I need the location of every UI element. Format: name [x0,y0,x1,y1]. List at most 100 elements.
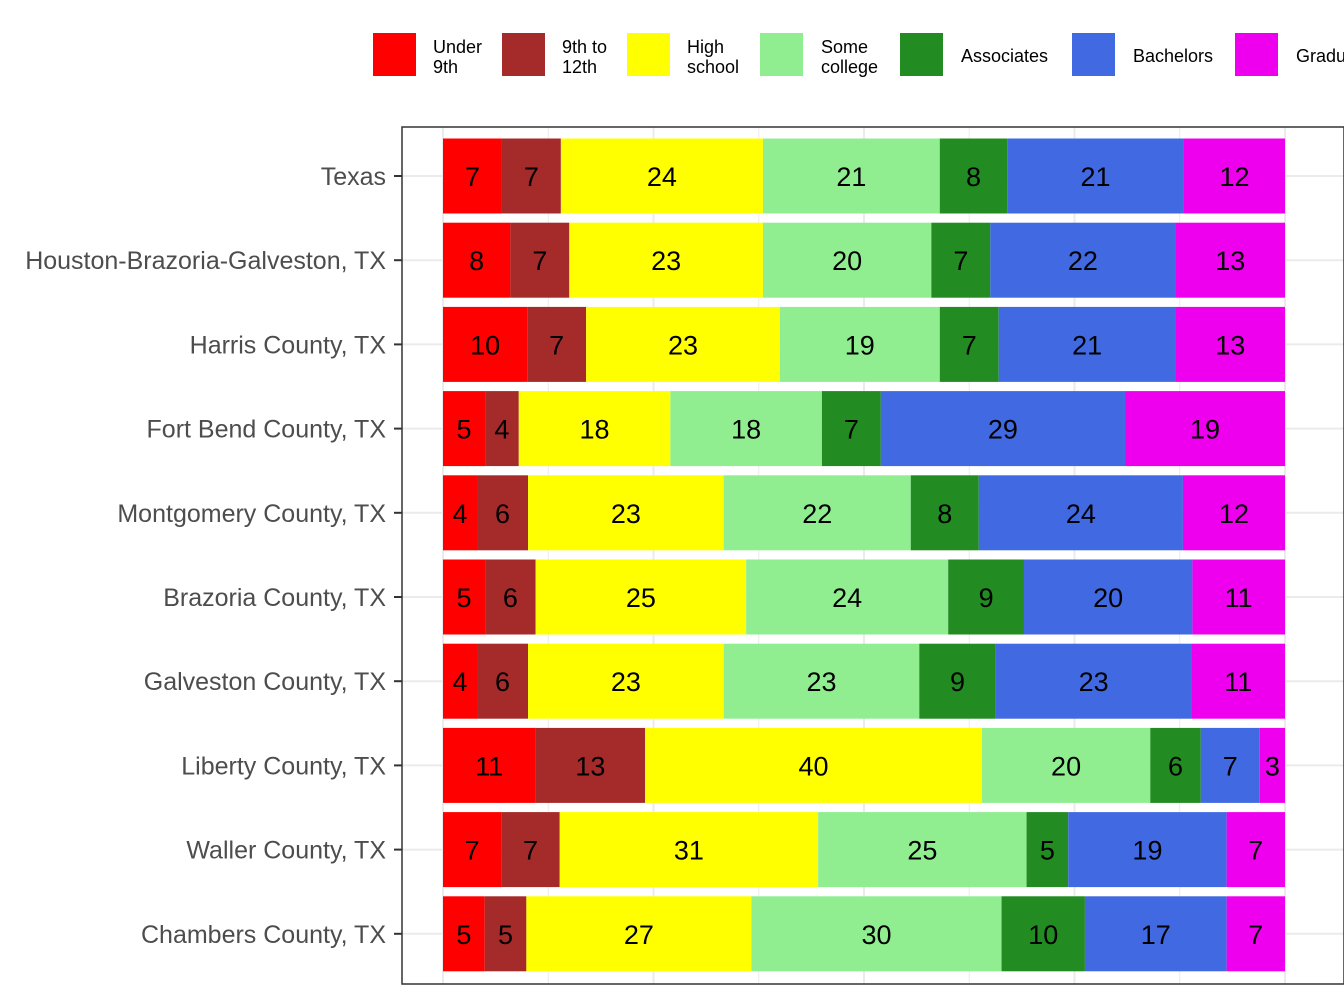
bar-segment [443,896,485,972]
y-tick-label: Texas [321,163,386,191]
bar-segment [1068,812,1227,888]
data-label: 22 [1068,246,1098,276]
bar-segment [762,138,940,214]
bar-segment [443,138,502,214]
data-label: 10 [470,330,500,360]
bar-segment [746,559,949,635]
bar-segment [535,559,747,635]
data-label: 19 [845,330,875,360]
data-label: 5 [1040,836,1055,866]
data-label: 11 [475,751,503,781]
data-label: 6 [1168,751,1183,781]
data-label: 7 [1248,920,1263,950]
bar-segment [1226,896,1285,972]
y-tick-label: Chambers County, TX [141,921,386,949]
plot-panel-border [401,126,1344,985]
bar-segment [1259,727,1285,803]
data-label: 7 [953,246,968,276]
legend-item: Under 9th [373,33,482,77]
data-label: 5 [498,920,513,950]
bar-segment [1192,559,1285,635]
bar-segment [981,727,1151,803]
data-label: 13 [575,751,605,781]
legend-label: Some college [821,37,878,77]
data-label: 7 [1223,751,1238,781]
bar-segment [1084,896,1227,972]
data-label: 21 [1072,330,1102,360]
bar-segment [990,222,1176,298]
data-label: 31 [674,836,704,866]
bar-segment [1007,138,1184,214]
data-label: 23 [806,667,836,697]
bar-segment [526,896,752,972]
data-label: 18 [731,415,761,445]
data-label: 11 [1224,667,1252,697]
y-tick-label: Montgomery County, TX [117,500,386,528]
data-label: 27 [624,920,654,950]
data-label: 19 [1132,836,1162,866]
bar-segment [1191,643,1285,719]
bar-segment [560,138,763,214]
bar-segment [1200,727,1260,803]
data-label: 18 [580,415,610,445]
bar-segment [484,896,527,972]
data-label: 29 [988,415,1018,445]
data-label: 10 [1028,920,1058,950]
bar-segment [751,896,1002,972]
bar-segment [779,306,940,382]
legend-key [1235,33,1278,76]
bar-segment [443,222,511,298]
bar-segment [670,391,822,467]
bar-segment [559,812,819,888]
data-label: 23 [611,499,641,529]
data-label: 7 [465,162,480,192]
data-label: 7 [962,330,977,360]
legend-key [900,33,943,76]
data-label: 12 [1219,499,1249,529]
bar-segment [1226,812,1285,888]
bar-segment [978,475,1183,551]
bar-segment [948,559,1024,635]
data-label: 22 [802,499,832,529]
data-label: 11 [1225,583,1253,613]
data-label: 8 [469,246,484,276]
bar-segment [995,643,1192,719]
legend-item: High school [627,33,739,77]
data-label: 7 [844,415,859,445]
bar-segment [1183,138,1285,214]
legend-key [1072,33,1115,76]
bar-segment [485,559,536,635]
legend-item: 9th to 12th [502,33,607,77]
bar-segment [477,475,529,551]
data-label: 8 [937,499,952,529]
legend-item: Associates [900,33,1048,76]
bar-segment [443,643,478,719]
legend-label: Associates [961,46,1048,66]
data-label: 23 [668,330,698,360]
data-label: 6 [495,667,510,697]
bar-segment [535,727,646,803]
y-tick-label: Houston-Brazoria-Galveston, TX [25,247,386,275]
y-axis: Texas Houston-Brazoria-Galveston, TX Harri… [25,163,402,949]
bar-segment [501,138,561,214]
data-label: 30 [861,920,891,950]
bar-segment [443,475,478,551]
data-label: 19 [1190,415,1220,445]
bar-segment [569,222,763,298]
data-label: 17 [1141,920,1171,950]
data-label: 24 [832,583,862,613]
bar-segment [821,391,881,467]
bar-segment [939,306,999,382]
bar-segment [443,306,528,382]
bar-segment [501,812,560,888]
bar-segment [931,222,991,298]
data-label: 21 [836,162,866,192]
bar-segment [528,475,724,551]
data-label: 25 [907,836,937,866]
legend-label: Gradu [1296,46,1344,66]
data-label: 25 [626,583,656,613]
data-label: 7 [549,330,564,360]
legend-label: 9th to 12th [562,37,607,77]
legend-key [760,33,803,76]
data-label: 7 [532,246,547,276]
